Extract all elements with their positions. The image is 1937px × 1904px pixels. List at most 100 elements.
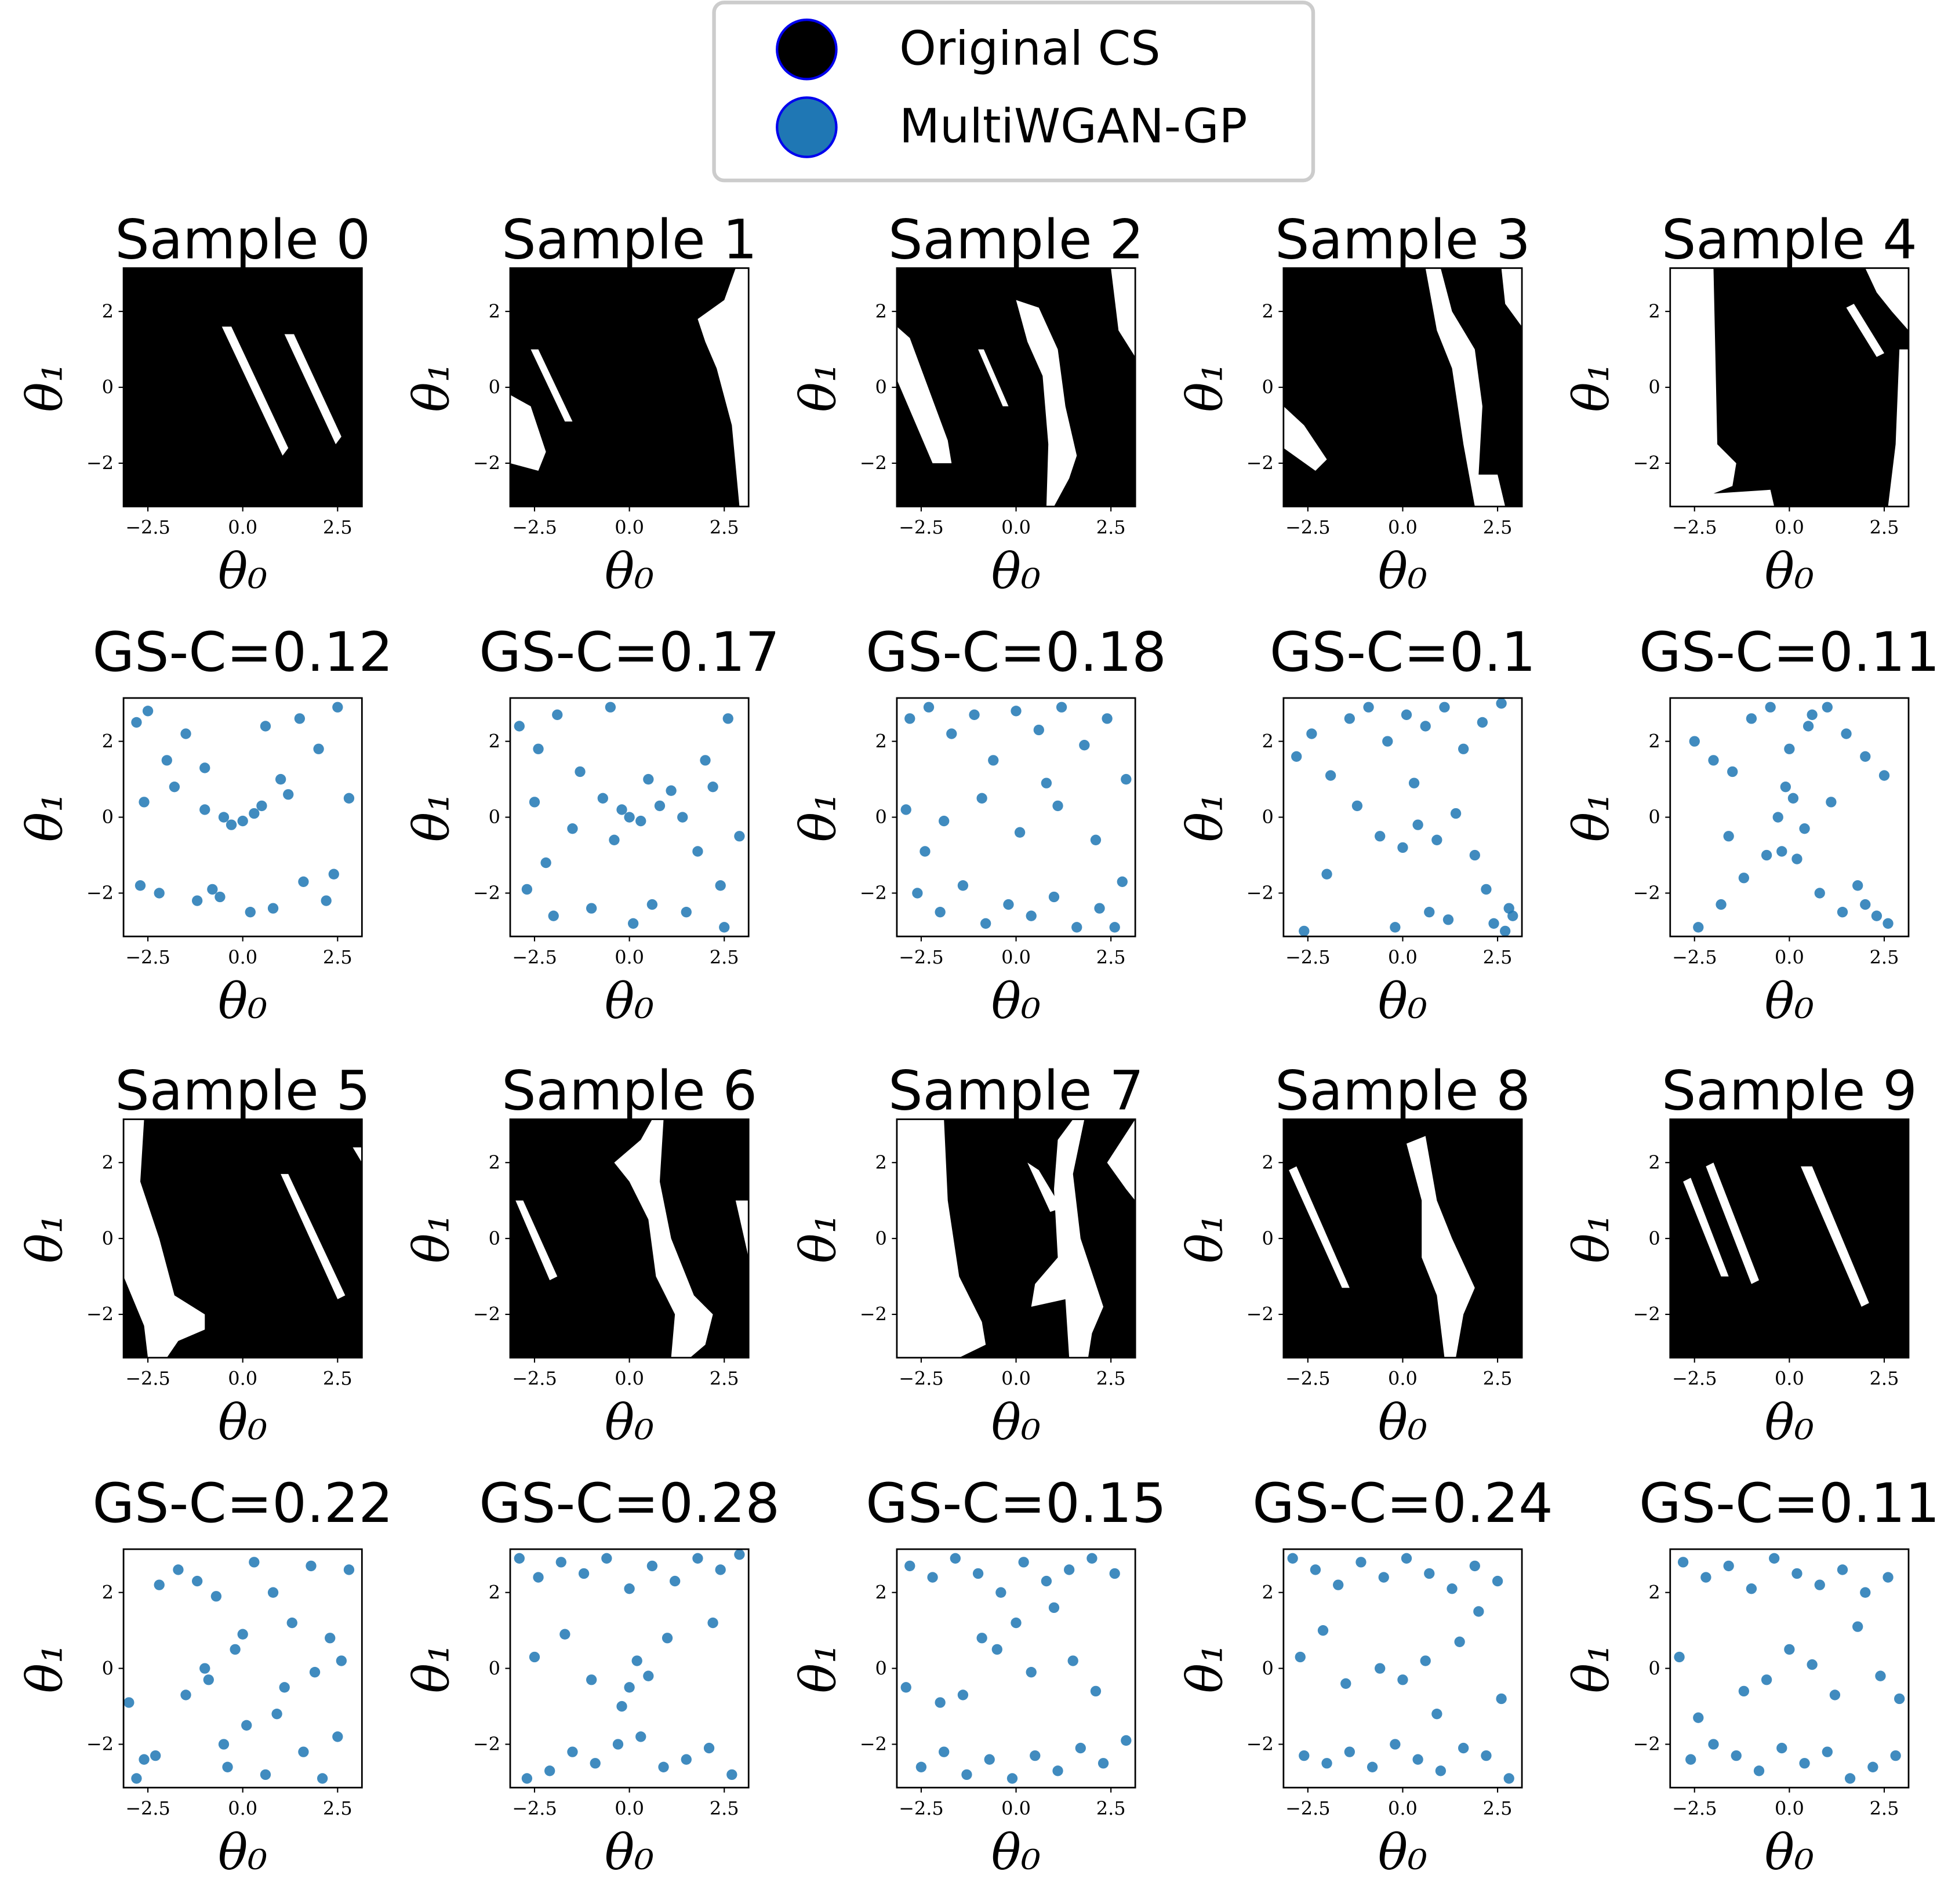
- sample-point: [267, 903, 279, 914]
- sample-point: [1772, 812, 1783, 823]
- sample-point: [1837, 906, 1848, 918]
- sample-point: [123, 1697, 135, 1708]
- sample-point: [1011, 1617, 1022, 1629]
- x-tick-label: −2.5: [125, 1797, 170, 1819]
- configuration-space: [1283, 268, 1522, 507]
- subplot: GS-C=0.11 −2.5 0.0 2.5 −2 0 2 θ₀ θ₁: [1563, 621, 1937, 1030]
- sample-point: [609, 834, 620, 845]
- sample-point: [1033, 724, 1044, 736]
- sample-point: [154, 888, 165, 899]
- sample-point: [1469, 1560, 1480, 1572]
- y-tick-label: −2: [1633, 1303, 1660, 1325]
- y-tick-label: 2: [875, 1581, 887, 1603]
- sample-point: [199, 762, 210, 773]
- x-axis-label: θ₀: [605, 543, 654, 600]
- subplot-title: Sample 3: [1275, 208, 1531, 271]
- sample-point: [559, 1629, 570, 1640]
- sample-point: [1883, 1572, 1894, 1583]
- subplot-title: GS-C=0.28: [479, 1472, 780, 1535]
- sample-point: [1807, 709, 1818, 720]
- sample-point: [658, 1761, 669, 1772]
- subplot: GS-C=0.12 −2.5 0.0 2.5 −2 0 2 θ₀ θ₁: [17, 621, 394, 1030]
- subplot: Sample 0 −2.5 0.0 2.5 −2 0 2 θ₀ θ₁: [17, 208, 371, 600]
- y-tick-label: −2: [473, 1303, 500, 1325]
- sample-point: [1693, 922, 1704, 933]
- y-tick-label: 2: [1648, 300, 1660, 322]
- y-axis-label: θ₁: [790, 362, 847, 412]
- x-tick-label: 0.0: [615, 1797, 644, 1819]
- sample-point: [1325, 770, 1336, 781]
- subplot-title: Sample 5: [115, 1059, 370, 1122]
- subplot: Sample 8 −2.5 0.0 2.5 −2 0 2 θ₀ θ₁: [1176, 1059, 1531, 1451]
- sample-point: [343, 1564, 355, 1575]
- sample-point: [169, 782, 180, 793]
- legend-box: [712, 1, 1315, 183]
- sample-point: [548, 910, 559, 921]
- sample-point: [1390, 922, 1401, 933]
- sample-point: [575, 766, 586, 777]
- sample-point: [1424, 1568, 1435, 1579]
- y-axis-label: θ₁: [403, 362, 460, 412]
- subplot: Sample 2 −2.5 0.0 2.5 −2 0 2 θ₀ θ₁: [790, 208, 1144, 600]
- free-region: [897, 1119, 986, 1358]
- sample-point: [605, 702, 616, 713]
- sample-point: [203, 1674, 214, 1685]
- sample-point: [1852, 880, 1863, 891]
- x-tick-label: −2.5: [1285, 946, 1331, 968]
- sample-point: [662, 1633, 673, 1644]
- y-tick-label: 2: [875, 730, 887, 752]
- sample-point: [1890, 1750, 1901, 1761]
- sample-point: [1321, 869, 1332, 880]
- sample-point: [578, 1568, 590, 1579]
- sample-point: [1006, 1773, 1018, 1784]
- sample-point: [1860, 899, 1871, 910]
- sample-point: [1708, 755, 1719, 766]
- sample-point: [199, 1663, 210, 1674]
- sample-point: [631, 1655, 642, 1666]
- sample-point: [976, 1633, 987, 1644]
- sample-point: [298, 1746, 309, 1757]
- sample-point: [1401, 1553, 1412, 1564]
- sample-point: [567, 1746, 578, 1757]
- x-tick-label: 0.0: [1001, 517, 1031, 539]
- sample-point: [191, 895, 203, 906]
- y-axis-label: θ₁: [403, 1213, 460, 1263]
- sample-point: [1708, 1739, 1719, 1750]
- subplot-title: Sample 2: [888, 208, 1144, 271]
- sample-point: [980, 918, 991, 929]
- sample-point: [1496, 1693, 1507, 1705]
- sample-point: [332, 702, 343, 713]
- sample-point: [681, 906, 692, 918]
- free-region: [1801, 1166, 1869, 1307]
- sample-point: [1375, 1663, 1386, 1674]
- plot-area: [900, 702, 1132, 933]
- y-tick-label: −2: [473, 1733, 500, 1755]
- sample-point: [1450, 808, 1462, 819]
- sample-point: [1829, 1689, 1841, 1700]
- sample-point: [1340, 1678, 1351, 1689]
- y-tick-label: −2: [473, 452, 500, 474]
- x-tick-label: 0.0: [1001, 1368, 1031, 1390]
- sample-point: [635, 815, 646, 827]
- sample-point: [1048, 1602, 1060, 1614]
- x-axis-label: θ₀: [1765, 543, 1814, 600]
- legend-label: MultiWGAN-GP: [899, 100, 1247, 154]
- sample-point: [643, 773, 654, 785]
- y-tick-label: 0: [1648, 1657, 1660, 1679]
- sample-point: [260, 1769, 271, 1781]
- sample-point: [1481, 884, 1492, 895]
- sample-point: [1090, 1685, 1102, 1697]
- sample-point: [1814, 1579, 1825, 1590]
- sample-point: [995, 1587, 1006, 1598]
- sample-point: [552, 709, 563, 720]
- sample-point: [1030, 1750, 1041, 1761]
- sample-point: [1056, 702, 1067, 713]
- sample-point: [1822, 702, 1833, 713]
- sample-point: [915, 1761, 927, 1772]
- sample-point: [321, 895, 332, 906]
- plot-area: [1670, 1119, 1909, 1358]
- y-tick-label: 0: [1648, 806, 1660, 828]
- sample-point: [700, 755, 711, 766]
- x-tick-label: −2.5: [1672, 517, 1717, 539]
- free-region: [515, 1200, 558, 1281]
